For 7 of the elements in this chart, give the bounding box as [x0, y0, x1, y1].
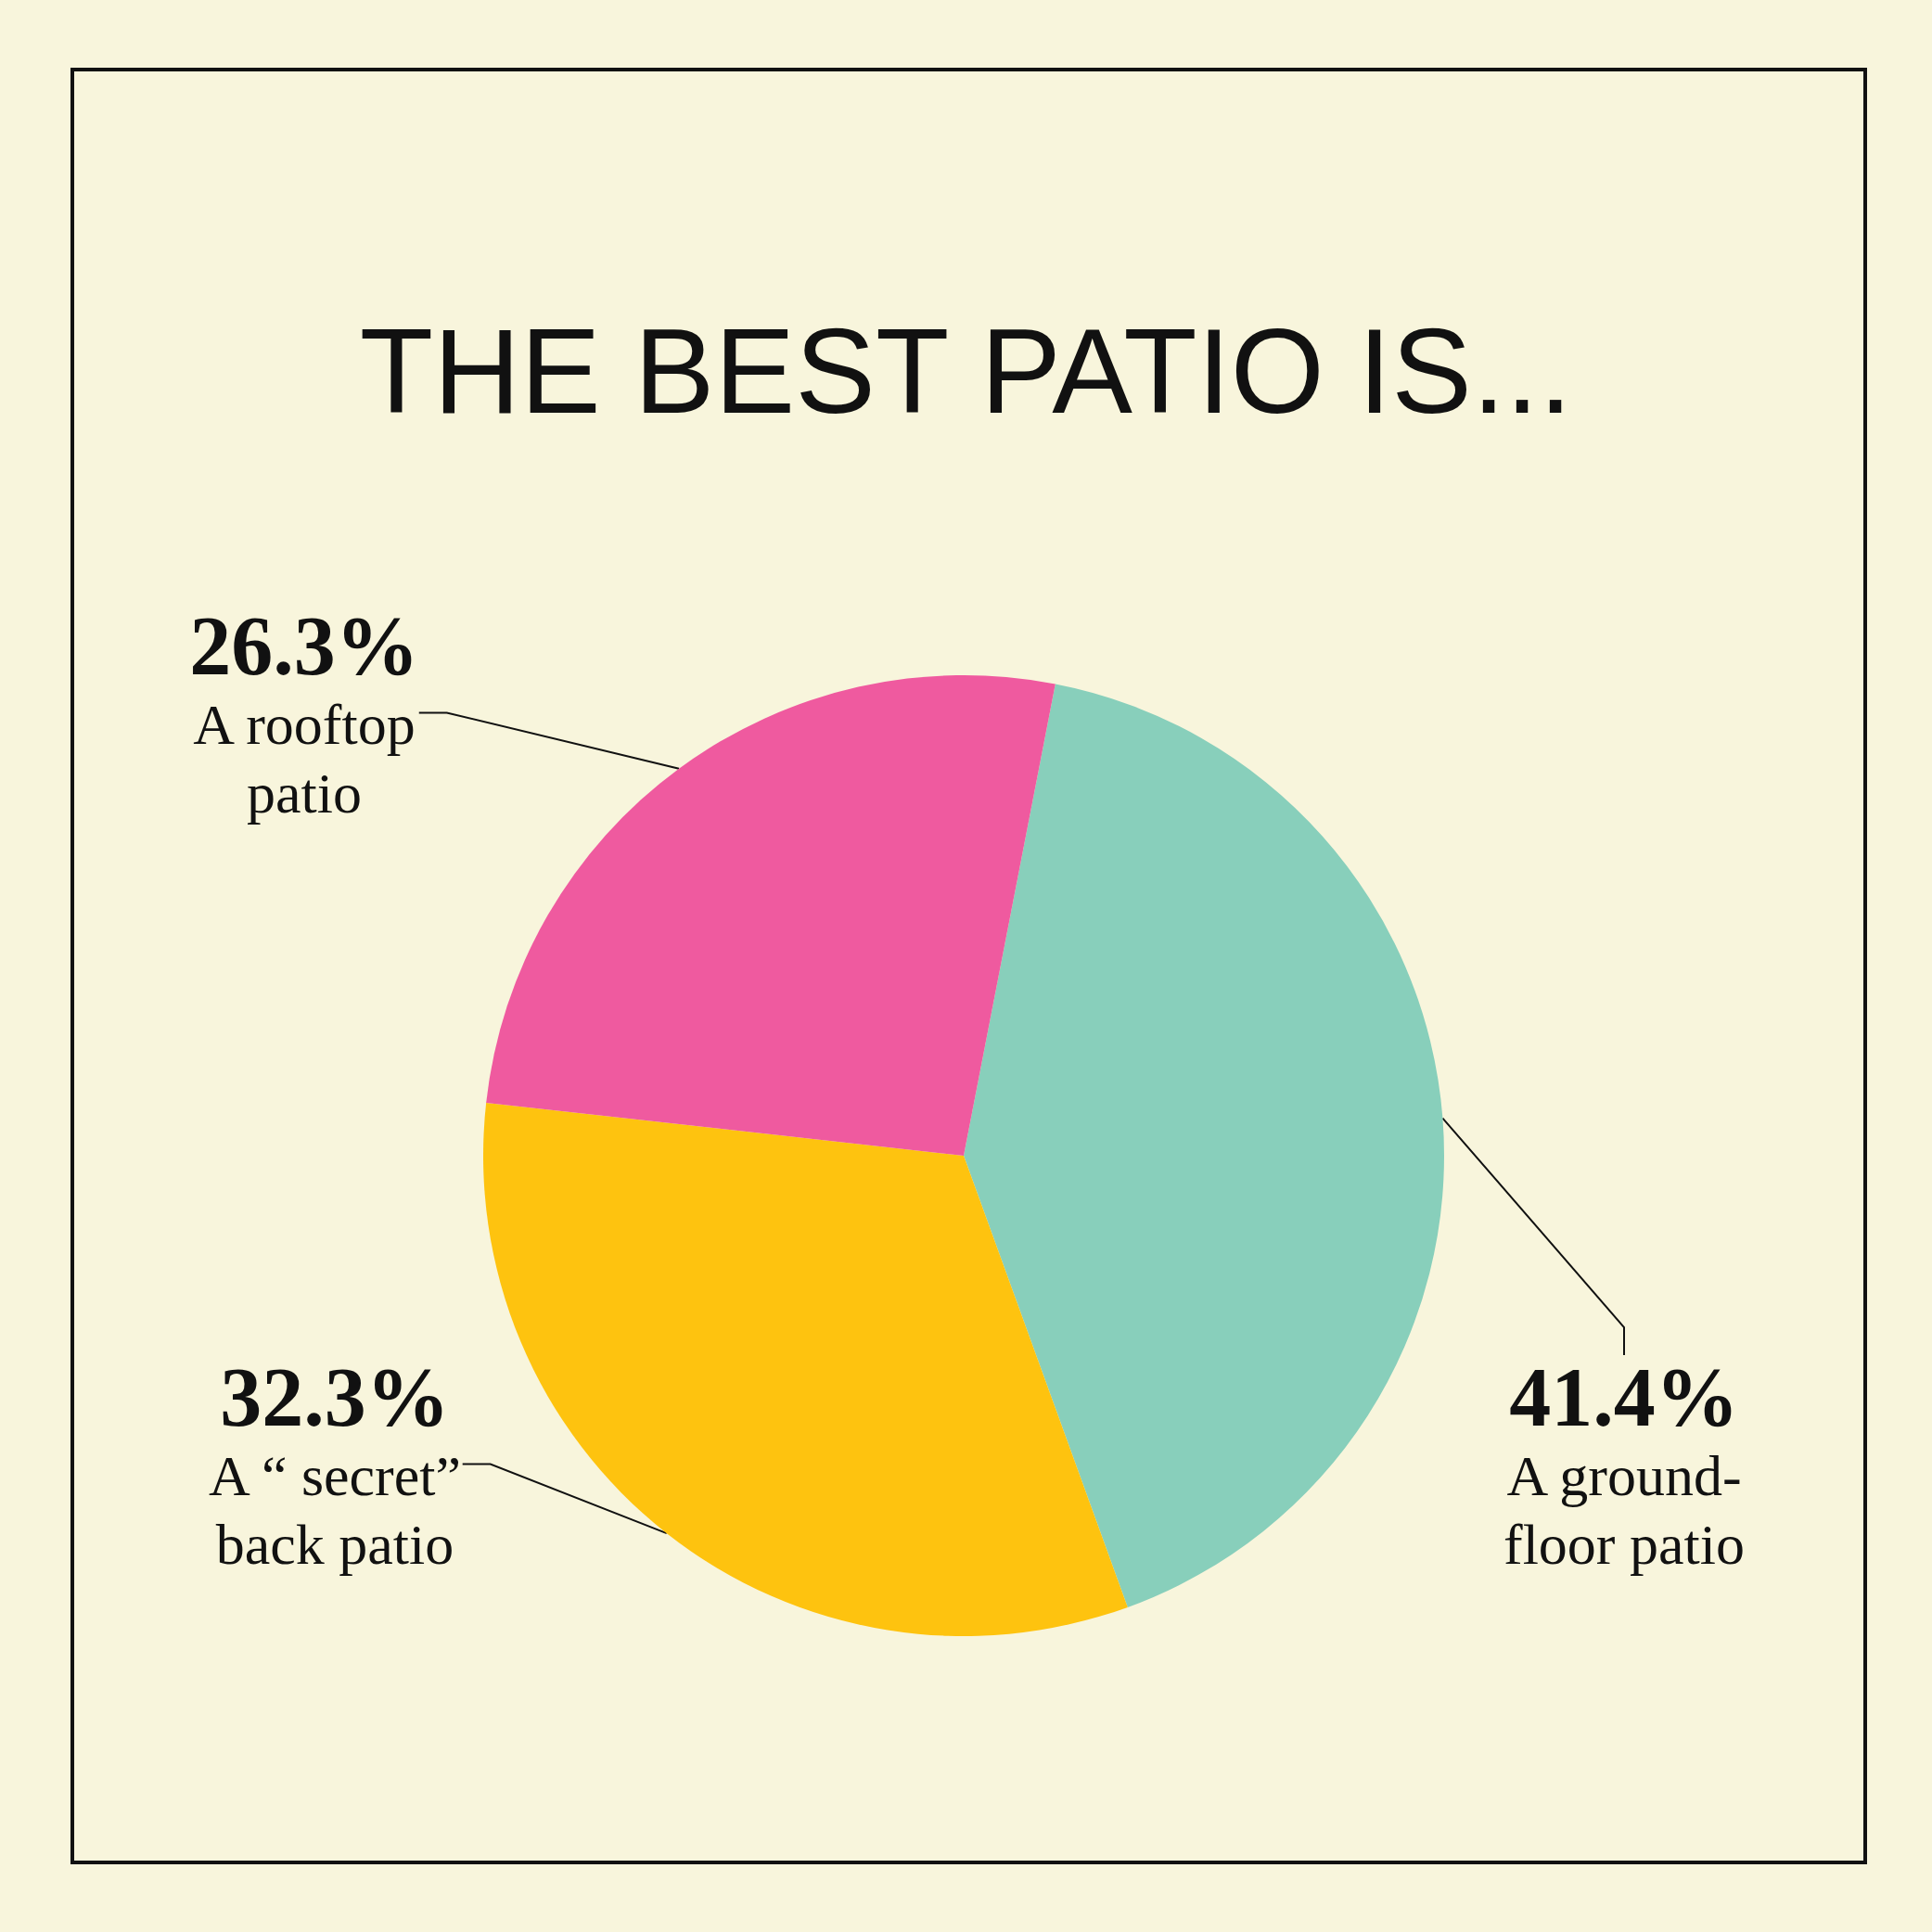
data-label: 26.3%	[189, 599, 419, 692]
slice-label: A rooftop patio	[193, 693, 416, 825]
slice-label: A “ secret” back patio	[209, 1444, 461, 1576]
data-label: 41.4%	[1509, 1350, 1739, 1443]
data-label: 32.3%	[220, 1350, 450, 1443]
slice-label: A ground-floor patio	[1503, 1444, 1745, 1576]
chart-title: THE BEST PATIO IS...	[359, 303, 1573, 439]
